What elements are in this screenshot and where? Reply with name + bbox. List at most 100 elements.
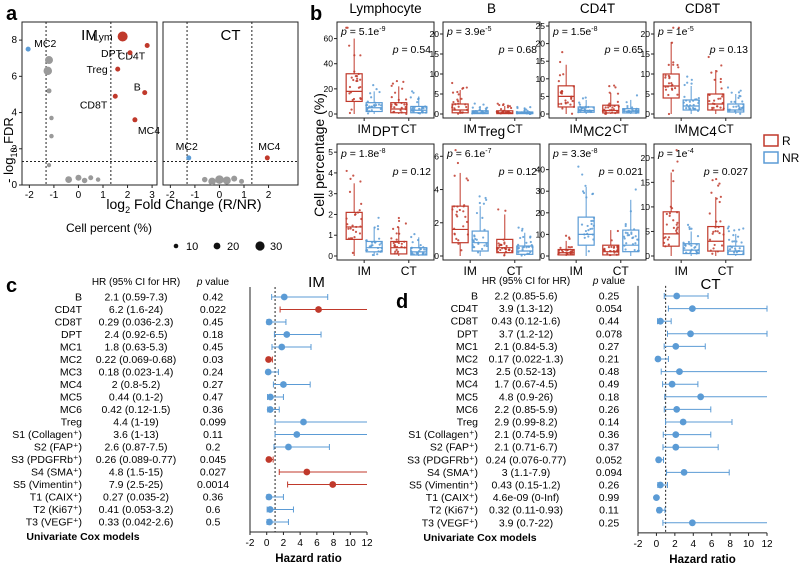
box-jitter-point <box>464 103 467 106</box>
box-jitter-point <box>695 250 698 253</box>
box-jitter-point <box>372 104 375 107</box>
box-jitter-point <box>608 85 611 88</box>
volcano-point <box>46 88 52 94</box>
forest-row-p: 0.36 <box>203 404 224 416</box>
forest-row-label: T2 (Ki67⁺) <box>33 504 82 516</box>
box-jitter-point <box>719 97 722 100</box>
box-jitter-point <box>359 54 362 57</box>
box-jitter-point <box>733 247 737 250</box>
box-jitter-point <box>727 238 731 241</box>
box-jitter-point <box>676 160 679 163</box>
forest-footer: Univariate Cox models <box>423 532 536 544</box>
box-jitter-point <box>516 111 519 114</box>
forest-row-hr: 0.24 (0.076-0.77) <box>486 454 567 466</box>
box-jitter-point <box>353 70 356 73</box>
box-jitter-point <box>577 165 580 168</box>
box-jitter-point <box>378 237 381 240</box>
box-jitter-point <box>366 112 370 115</box>
box-jitter-point <box>476 251 480 254</box>
box-jitter-point <box>672 226 675 230</box>
box-jitter-point <box>738 94 741 98</box>
box-jitter-point <box>718 200 721 204</box>
box-jitter-point <box>688 107 691 110</box>
box-iqr <box>451 103 469 114</box>
box-facet-frame <box>653 143 752 261</box>
forest-row-p: 0.11 <box>599 505 619 517</box>
panel-letter-b: b <box>310 3 322 25</box>
box-jitter-point <box>354 230 358 233</box>
box-jitter-point <box>473 246 476 249</box>
forest-hr-header: HR (95% CI for HR) <box>92 277 180 288</box>
box-jitter-point <box>521 227 524 230</box>
box-jitter-point <box>607 106 610 109</box>
box-jitter-point <box>403 240 406 243</box>
box-jitter-point <box>454 103 457 106</box>
forest-title: CT <box>701 276 721 293</box>
box-jitter-point <box>566 101 569 104</box>
box-jitter-point <box>737 91 741 94</box>
forest-row-label: MC3 <box>60 367 82 379</box>
forest-row-label: CD8T <box>451 316 479 328</box>
box-jitter-point <box>630 110 633 113</box>
box-y-tick-label: 0 <box>540 109 545 119</box>
x-tick-label: -1 <box>49 190 58 201</box>
box-jitter-point <box>497 208 500 211</box>
point-label: MC2 <box>176 141 198 153</box>
forest-point <box>280 293 288 301</box>
box-jitter-point <box>727 230 731 233</box>
forest-row-hr: 0.26 (0.089-0.77) <box>96 454 177 466</box>
volcano-point <box>239 178 245 184</box>
box-jitter-point <box>608 109 611 112</box>
box-jitter-point <box>454 149 457 152</box>
box-group-label: IM <box>569 264 582 278</box>
box-jitter-point <box>583 233 586 236</box>
forest-row-hr: 0.42 (0.12-1.5) <box>102 404 171 416</box>
forest-point <box>315 306 322 313</box>
box-jitter-point <box>607 104 610 107</box>
box-jitter-point <box>592 238 595 241</box>
box-jitter-point <box>569 251 572 254</box>
box-jitter-point <box>451 106 454 109</box>
box-jitter-point <box>397 219 401 223</box>
forest-row-p: 0.45 <box>203 342 224 354</box>
box-jitter-point <box>664 236 667 239</box>
box-jitter-point <box>465 86 468 89</box>
forest-row-hr: 2.1 (0.84-5.3) <box>494 341 557 353</box>
box-jitter-point <box>451 91 455 94</box>
box-jitter-point <box>453 227 456 230</box>
forest-row-label: S4 (SMA⁺) <box>427 467 478 479</box>
box-jitter-point <box>478 106 481 109</box>
box-jitter-point <box>400 111 403 114</box>
forest-row-hr: 0.22 (0.069-0.68) <box>96 354 177 366</box>
box-jitter-point <box>591 192 594 196</box>
box-jitter-point <box>415 252 418 255</box>
box-jitter-point <box>696 109 700 112</box>
volcano-point <box>231 175 238 182</box>
forest-panel-ct: CT HR (95% CI for HR) p value -2 0 2 4 6 8 10 12 Ha… <box>407 276 773 566</box>
forest-tick-label: 2 <box>281 538 287 549</box>
box-jitter-point <box>347 237 350 240</box>
box-jitter-point <box>507 110 510 113</box>
forest-row-label: MC4 <box>60 379 82 391</box>
box-jitter-point <box>697 101 700 105</box>
box-jitter-point <box>610 239 613 242</box>
volcano-point <box>43 66 53 76</box>
box-jitter-point <box>499 248 502 252</box>
box-jitter-point <box>690 82 693 85</box>
box-jitter-point <box>375 88 378 91</box>
box-jitter-point <box>352 97 356 101</box>
box-jitter-point <box>473 102 476 105</box>
box-jitter-point <box>418 107 421 111</box>
box-jitter-point <box>478 201 481 205</box>
forest-row-hr: 2.5 (0.52-13) <box>496 366 556 378</box>
box-jitter-point <box>719 106 722 109</box>
box-jitter-point <box>496 250 500 254</box>
volcano-point <box>95 177 101 182</box>
box-jitter-point <box>410 250 413 253</box>
box-group-label: IM <box>463 264 476 278</box>
box-jitter-point <box>451 81 454 85</box>
box-jitter-point <box>504 250 508 253</box>
box-jitter-point <box>483 111 486 114</box>
box-jitter-point <box>635 94 639 97</box>
forest-row-hr: 2.1 (0.71-6.7) <box>494 442 557 454</box>
